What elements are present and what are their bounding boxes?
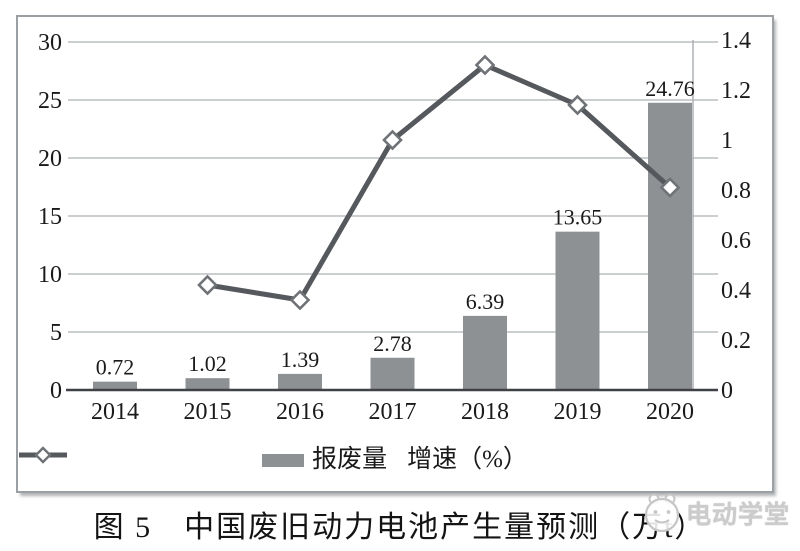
x-axis-year-label: 2019 xyxy=(554,399,602,425)
right-axis-tick-label: 0.2 xyxy=(721,328,751,354)
bar-value-label: 1.02 xyxy=(188,351,227,376)
bar-value-label: 1.39 xyxy=(281,347,320,372)
left-axis-tick-label: 20 xyxy=(38,146,62,172)
bar-value-label: 13.65 xyxy=(553,205,603,230)
growth-line xyxy=(207,62,672,303)
bar-2015 xyxy=(185,378,230,390)
legend-bar-swatch-icon xyxy=(262,453,305,467)
right-axis-tick-label: 1 xyxy=(721,128,733,154)
bar-value-label: 24.76 xyxy=(645,76,695,101)
left-axis-tick-label: 30 xyxy=(38,30,62,56)
chart-caption: 图 5 中国废旧动力电池产生量预测（万t） xyxy=(93,511,707,544)
bar-value-label: 2.78 xyxy=(373,331,412,356)
right-axis-tick-label: 0.6 xyxy=(721,228,751,254)
right-axis-tick-label: 0.8 xyxy=(721,178,751,204)
bar-2016 xyxy=(278,373,322,390)
diamond-marker xyxy=(659,177,681,198)
diamond-marker xyxy=(474,54,496,76)
left-axis-tick-label: 5 xyxy=(50,320,62,346)
left-axis-tick-label: 25 xyxy=(38,88,62,114)
bar-2014 xyxy=(93,381,137,390)
left-axis-tick-label: 10 xyxy=(38,262,62,288)
right-axis-tick-label: 0 xyxy=(721,378,733,404)
diamond-marker xyxy=(382,129,403,151)
x-axis-year-label: 2016 xyxy=(276,399,324,425)
diamond-marker xyxy=(289,289,311,311)
x-axis-year-label: 2018 xyxy=(461,399,509,425)
x-axis-year-label: 2014 xyxy=(91,399,139,425)
bar-value-label: 6.39 xyxy=(466,289,505,314)
legend-line-label: 增速（%） xyxy=(407,446,528,473)
x-axis-year-label: 2017 xyxy=(369,399,417,425)
legend-bar-label: 报废量 xyxy=(312,446,388,473)
right-axis-tick-label: 1.4 xyxy=(721,28,751,54)
left-axis-tick-label: 0 xyxy=(50,378,62,404)
left-axis-tick-label: 15 xyxy=(38,204,62,230)
diamond-marker xyxy=(197,274,218,296)
legend-item-bar: 报废量 xyxy=(262,445,387,475)
bar-2020 xyxy=(648,102,692,390)
bar-2019 xyxy=(555,231,600,390)
legend-item-line: 增速（%） xyxy=(19,445,528,475)
bar-value-label: 0.72 xyxy=(96,355,135,380)
legend-line-swatch-icon xyxy=(19,446,67,464)
chart-frame: 0 5 10 15 20 25 30 0.72 2014 1.02 2015 1.39 2016 2.78… xyxy=(16,15,774,493)
bar-2018 xyxy=(463,315,507,390)
x-axis-year-label: 2020 xyxy=(646,399,694,425)
chart-plot: 0510152025300.7220141.0220151.3920162.78… xyxy=(38,28,751,425)
legend: 报废量 增速（%） xyxy=(18,445,772,475)
right-axis-tick-label: 0.4 xyxy=(721,278,751,304)
diamond-marker xyxy=(567,94,588,116)
bar-2017 xyxy=(370,357,415,390)
x-axis-year-label: 2015 xyxy=(184,399,232,425)
right-axis-tick-label: 1.2 xyxy=(721,78,751,104)
